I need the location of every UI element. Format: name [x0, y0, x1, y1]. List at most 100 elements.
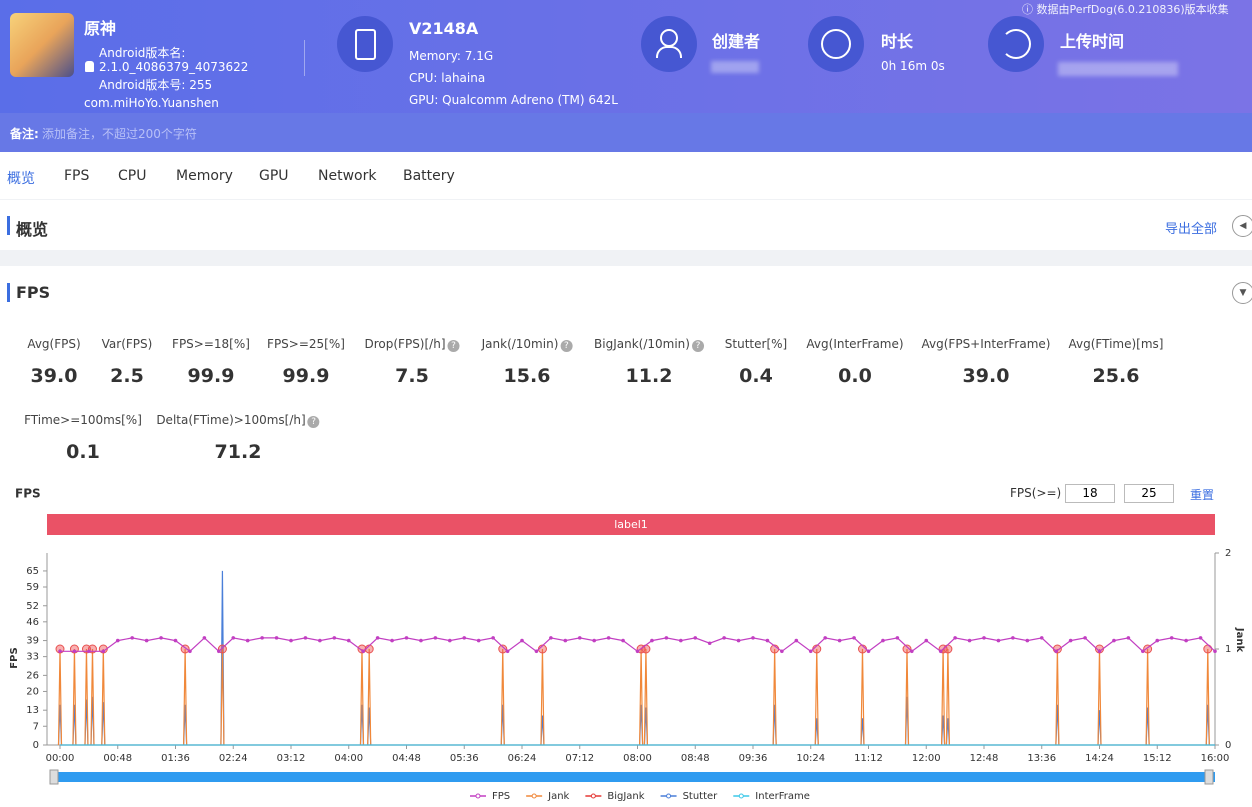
- data-point: [896, 636, 900, 640]
- data-point: [174, 639, 178, 643]
- y-tick-label: 26: [26, 670, 39, 681]
- legend-label[interactable]: FPS: [492, 791, 510, 802]
- legend-symbol-dot[interactable]: [591, 794, 595, 798]
- y-tick-label: 20: [26, 686, 39, 697]
- y2-axis-label: Jank: [1234, 627, 1245, 653]
- creator-redacted: [711, 61, 759, 73]
- spike: [1206, 649, 1209, 745]
- zoom-handle[interactable]: [1205, 770, 1213, 784]
- expand-button[interactable]: ▼: [1232, 282, 1252, 304]
- metric-value: 99.9: [188, 365, 235, 387]
- device-model: V2148A: [409, 19, 478, 38]
- spike: [773, 649, 776, 745]
- duration-icon: [808, 16, 864, 72]
- spike: [815, 649, 818, 745]
- upload-icon: [988, 16, 1044, 72]
- data-point: [347, 639, 351, 643]
- x-tick-label: 13:36: [1027, 753, 1056, 764]
- metric-label-text: Avg(FPS): [27, 337, 80, 351]
- data-point: [102, 649, 106, 653]
- y-tick-label: 52: [26, 601, 39, 612]
- jank-dot: [1204, 645, 1212, 653]
- data-point: [318, 639, 322, 643]
- divider: [304, 40, 305, 76]
- data-point: [246, 639, 250, 643]
- legend-symbol-dot[interactable]: [667, 794, 671, 798]
- legend-label[interactable]: Jank: [547, 791, 569, 802]
- metric-label-text: Drop(FPS)[/h]: [365, 337, 446, 351]
- tab[interactable]: Memory: [176, 168, 233, 184]
- zoom-slider[interactable]: [52, 772, 1215, 782]
- legend-label[interactable]: Stutter: [683, 791, 719, 802]
- metric-label-text: Avg(InterFrame): [806, 337, 903, 351]
- data-point: [304, 636, 308, 640]
- collapse-button[interactable]: ◀: [1232, 215, 1252, 237]
- metric-value: 0.4: [739, 365, 773, 387]
- tab[interactable]: GPU: [259, 168, 289, 184]
- spike: [59, 649, 62, 745]
- overview-title: 概览: [16, 216, 48, 240]
- metric-label-text: Var(FPS): [102, 337, 153, 351]
- tab[interactable]: Battery: [403, 168, 455, 184]
- data-point: [231, 636, 235, 640]
- version-name-label: Android版本名:: [99, 44, 185, 61]
- export-button[interactable]: 导出全部: [1165, 218, 1217, 237]
- metric-value: 2.5: [110, 365, 144, 387]
- tab[interactable]: CPU: [118, 168, 146, 184]
- data-point: [636, 649, 640, 653]
- legend-symbol-dot[interactable]: [476, 794, 480, 798]
- tab[interactable]: Network: [318, 168, 376, 184]
- creator-label: 创建者: [712, 28, 760, 52]
- legend-symbol-dot[interactable]: [739, 794, 743, 798]
- zoom-handle[interactable]: [50, 770, 58, 784]
- metric-value: 99.9: [283, 365, 330, 387]
- legend-label[interactable]: InterFrame: [755, 791, 810, 802]
- data-point: [275, 636, 279, 640]
- metric-value: 11.2: [626, 365, 673, 387]
- remark-input[interactable]: 添加备注，不超过200个字符: [42, 125, 197, 142]
- chart-title: FPS: [15, 487, 41, 501]
- data-point: [58, 649, 62, 653]
- x-tick-label: 00:00: [46, 753, 75, 764]
- section-marker: [7, 283, 10, 302]
- data-point: [1083, 636, 1087, 640]
- data-point: [289, 639, 293, 643]
- spike: [942, 649, 945, 745]
- spike: [501, 649, 504, 745]
- data-point: [867, 649, 871, 653]
- jank-dot: [944, 645, 952, 653]
- spike: [644, 649, 647, 745]
- legend-symbol-dot[interactable]: [532, 794, 536, 798]
- data-point: [1112, 639, 1116, 643]
- data-point: [1155, 639, 1159, 643]
- metric-label: Delta(FTime)>100ms[/h]?: [156, 413, 319, 428]
- data-point: [679, 639, 683, 643]
- data-point: [910, 649, 914, 653]
- help-icon[interactable]: ?: [448, 340, 460, 352]
- metric-label-text: FPS>=18[%]: [172, 337, 250, 351]
- x-tick-label: 07:12: [565, 753, 594, 764]
- data-point: [1170, 636, 1174, 640]
- help-icon[interactable]: ?: [560, 340, 572, 352]
- jank-dot: [642, 645, 650, 653]
- data-point: [361, 649, 365, 653]
- data-point: [405, 636, 409, 640]
- help-icon[interactable]: ?: [308, 416, 320, 428]
- data-point: [217, 649, 221, 653]
- x-tick-label: 04:48: [392, 753, 421, 764]
- data-point: [809, 649, 813, 653]
- data-point: [592, 639, 596, 643]
- data-point: [333, 636, 337, 640]
- data-point: [130, 636, 134, 640]
- spike: [861, 649, 864, 745]
- spike: [541, 649, 544, 745]
- tab[interactable]: 概览: [7, 168, 35, 188]
- data-point: [953, 636, 957, 640]
- tab[interactable]: FPS: [64, 168, 89, 184]
- version-code: Android版本号: 255: [99, 76, 212, 93]
- metric-label: Stutter[%]: [725, 337, 787, 351]
- data-point: [520, 639, 524, 643]
- legend-label[interactable]: BigJank: [607, 791, 644, 802]
- data-point: [448, 639, 452, 643]
- help-icon[interactable]: ?: [692, 340, 704, 352]
